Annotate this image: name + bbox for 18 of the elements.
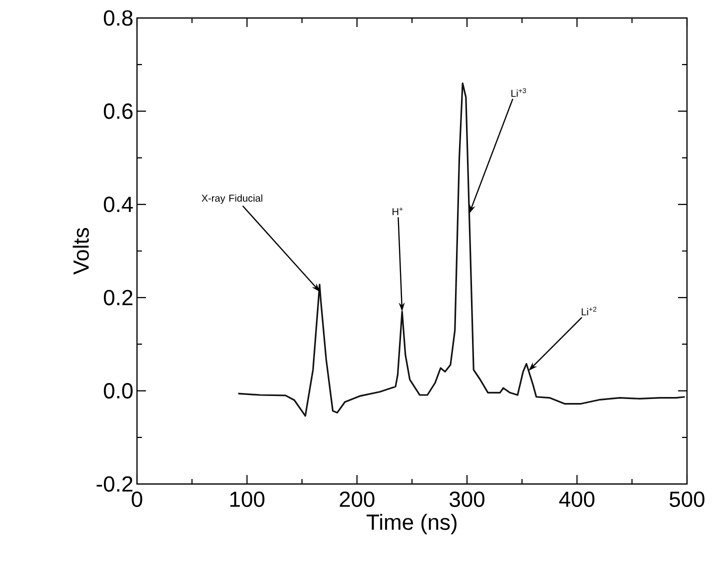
y-tick-label: 0.0	[104, 383, 133, 399]
y-tick-label: 0.6	[104, 103, 133, 119]
y-axis-title: Volts	[72, 228, 89, 275]
x-tick-label: 0	[132, 491, 142, 508]
annotation: H$^{+}$	[392, 207, 403, 216]
y-tick-label: 0.8	[104, 10, 133, 26]
annotation: Li$^{+3}$	[511, 88, 526, 97]
x-axis-title: Time (ns)	[366, 514, 456, 534]
x-tick-label: 300	[450, 491, 484, 508]
annotation: X-ray Fiducial	[202, 194, 262, 204]
y-tick-label: 0.4	[104, 196, 133, 212]
y-tick-label: -0.2	[96, 476, 132, 492]
x-tick-label: 500	[670, 491, 704, 508]
annotation: Li$^{+2}$	[582, 306, 596, 316]
x-tick-label: 400	[559, 491, 594, 508]
x-tick-label: 200	[340, 491, 374, 508]
x-tick-label: 100	[230, 491, 264, 508]
y-tick-label: 0.2	[104, 290, 132, 306]
